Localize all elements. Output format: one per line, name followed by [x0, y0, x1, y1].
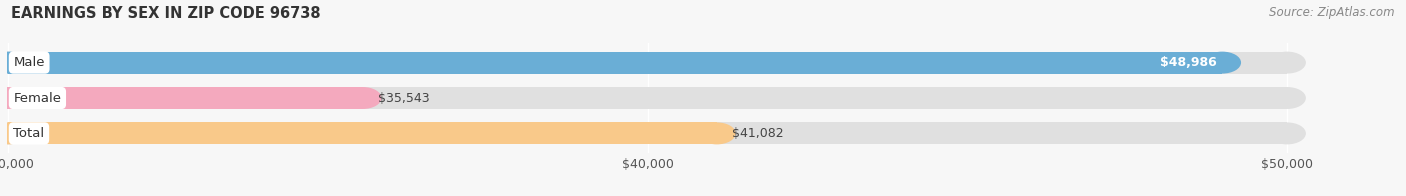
Ellipse shape	[1204, 52, 1241, 74]
Text: $48,986: $48,986	[1160, 56, 1218, 69]
Text: Total: Total	[14, 127, 45, 140]
Ellipse shape	[0, 52, 27, 74]
Ellipse shape	[699, 122, 735, 144]
Text: Source: ZipAtlas.com: Source: ZipAtlas.com	[1270, 6, 1395, 19]
Text: $35,543: $35,543	[378, 92, 430, 104]
Ellipse shape	[0, 122, 27, 144]
Ellipse shape	[0, 87, 27, 109]
Ellipse shape	[0, 122, 27, 144]
Bar	[8, 52, 1286, 74]
Ellipse shape	[1268, 52, 1306, 74]
Text: $41,082: $41,082	[733, 127, 785, 140]
Bar	[8, 87, 363, 109]
Bar	[8, 122, 1286, 144]
Text: EARNINGS BY SEX IN ZIP CODE 96738: EARNINGS BY SEX IN ZIP CODE 96738	[11, 6, 321, 21]
Text: Male: Male	[14, 56, 45, 69]
Ellipse shape	[1268, 122, 1306, 144]
Bar	[8, 52, 1222, 74]
Ellipse shape	[344, 87, 381, 109]
Ellipse shape	[1268, 87, 1306, 109]
Bar	[8, 87, 1286, 109]
Ellipse shape	[0, 87, 27, 109]
Ellipse shape	[0, 52, 27, 74]
Bar	[8, 122, 717, 144]
Text: Female: Female	[14, 92, 62, 104]
